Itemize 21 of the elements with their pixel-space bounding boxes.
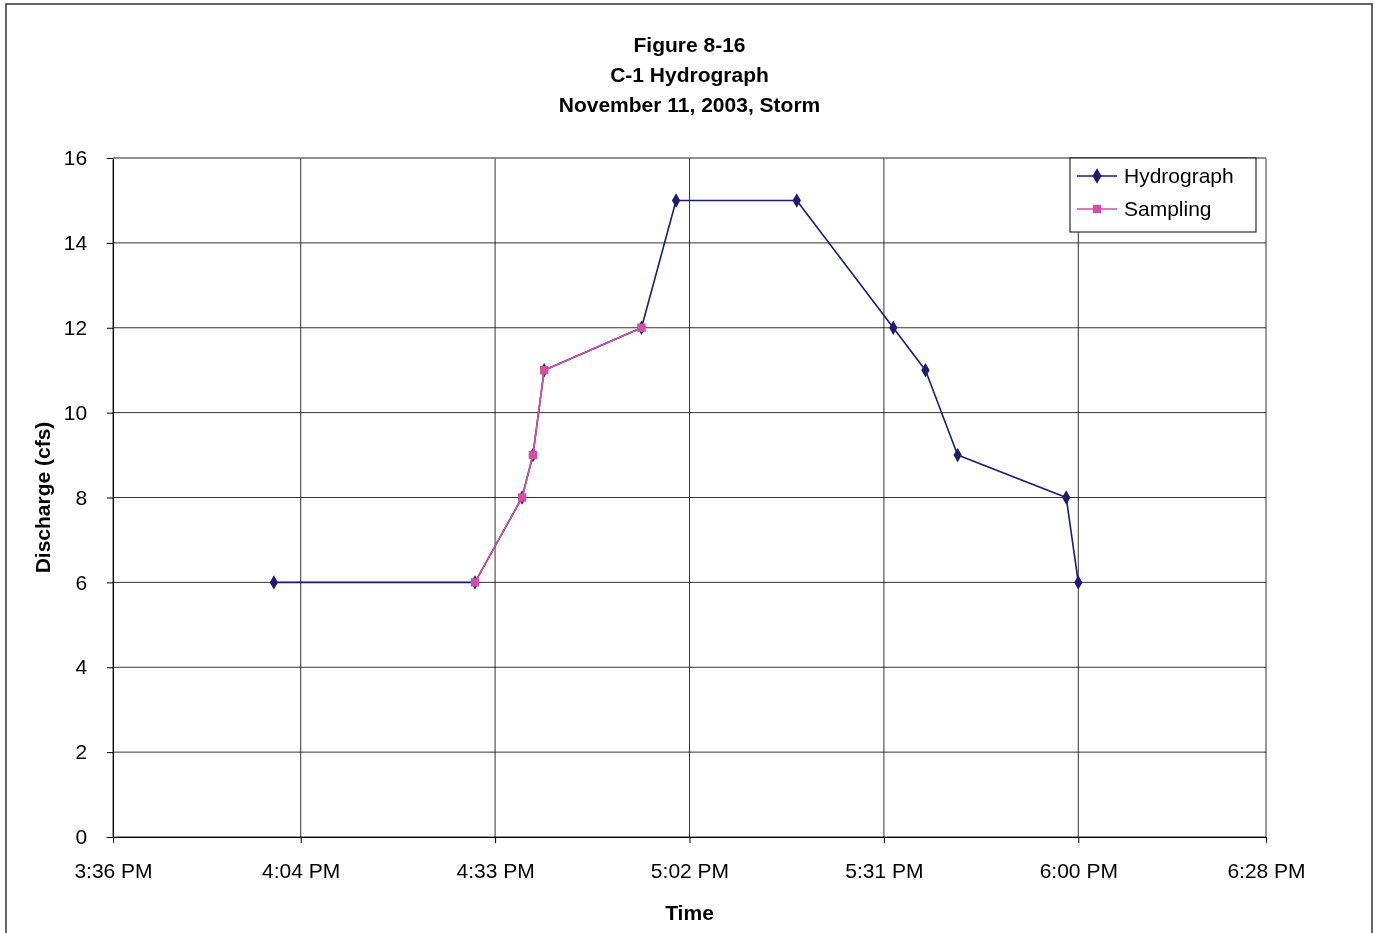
y-tick-label: 14 — [63, 231, 88, 255]
x-tick-label: 4:33 PM — [456, 858, 535, 882]
x-tick-label: 3:36 PM — [74, 858, 153, 882]
legend-label: Hydrograph — [1124, 164, 1234, 187]
y-tick-label: 4 — [75, 655, 88, 679]
y-tick-label: 2 — [75, 740, 88, 764]
legend-label: Sampling — [1124, 197, 1212, 220]
x-axis-title: Time — [665, 901, 714, 924]
x-tick-label: 4:04 PM — [262, 858, 341, 882]
y-tick-label: 8 — [75, 485, 88, 509]
chart-title: Figure 8-16 C-1 Hydrograph November 11, 2003, Storm — [558, 33, 821, 116]
x-tick-label: 5:02 PM — [650, 858, 730, 882]
y-tick-label: 10 — [63, 400, 88, 424]
y-axis-title: Discharge (cfs) — [31, 421, 54, 574]
y-tick-label: 0 — [75, 825, 88, 849]
x-tick-label: 6:00 PM — [1039, 858, 1118, 882]
y-tick-label: 16 — [63, 146, 88, 170]
x-tick-label: 6:28 PM — [1227, 858, 1306, 882]
y-tick-label: 6 — [75, 570, 88, 594]
x-tick-label: 5:31 PM — [845, 858, 924, 882]
y-tick-label: 12 — [63, 315, 88, 339]
